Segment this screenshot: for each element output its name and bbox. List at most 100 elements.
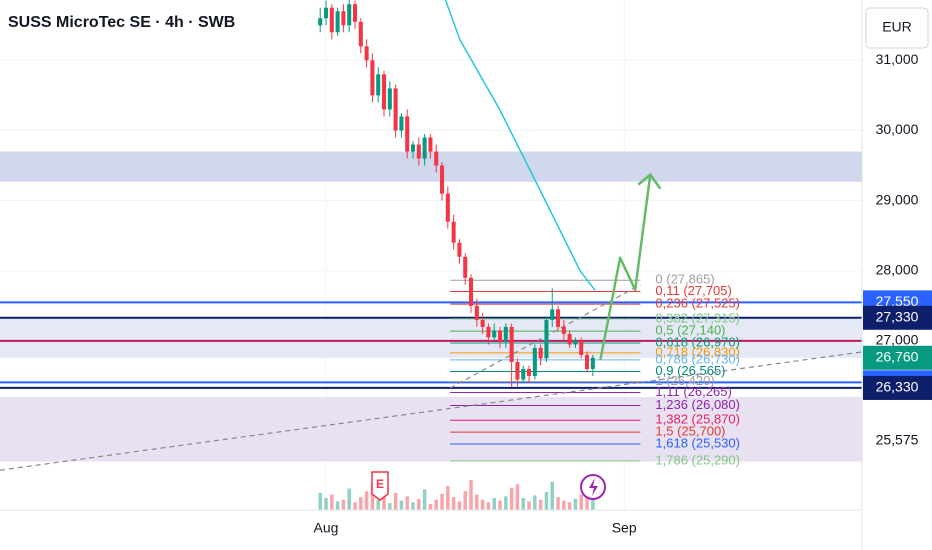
candle-body xyxy=(405,116,410,152)
fib-label: 1 (26,420) xyxy=(655,373,714,388)
event-marker[interactable] xyxy=(580,474,606,500)
y-tick-label: 28,000 xyxy=(876,261,919,277)
candle-body xyxy=(538,347,543,359)
volume-bar xyxy=(376,499,380,510)
price-tag xyxy=(863,305,932,330)
volume-bar xyxy=(544,492,549,510)
candle-body xyxy=(439,165,445,194)
candle-body xyxy=(567,333,572,345)
candle-body xyxy=(445,193,450,222)
candle-body xyxy=(358,21,363,47)
volume-bar xyxy=(422,489,427,510)
volume-bar xyxy=(405,496,409,510)
volume-bar xyxy=(591,498,595,510)
fib-label: 1,786 (25,290) xyxy=(655,452,740,467)
arrow-head xyxy=(637,173,662,190)
candle-body xyxy=(341,11,346,26)
candle-body xyxy=(329,7,334,33)
volume-bar xyxy=(451,497,456,510)
volume-bar xyxy=(388,503,392,510)
trendline xyxy=(0,351,863,471)
candle-body xyxy=(399,116,404,131)
fib-label: 1,382 (25,870) xyxy=(655,412,740,427)
candle-body xyxy=(573,340,578,345)
volume-bar xyxy=(480,499,485,510)
volume-bar xyxy=(567,502,572,510)
volume-bar xyxy=(335,501,340,510)
candle-body xyxy=(480,319,485,327)
candle-body xyxy=(376,74,381,96)
currency-box[interactable] xyxy=(865,7,929,49)
candle-body xyxy=(381,74,387,110)
candle-body xyxy=(556,309,561,327)
volume-bar xyxy=(457,501,462,510)
candle-body xyxy=(463,256,468,278)
volume-bar xyxy=(515,484,520,510)
price-tag-label: 27,330 xyxy=(876,308,919,324)
volume-bar xyxy=(573,498,578,510)
volume-bar xyxy=(579,494,583,510)
currency: EUR xyxy=(882,19,912,35)
candle-body xyxy=(544,319,549,359)
candle-body xyxy=(335,11,340,33)
candle-body xyxy=(515,361,520,380)
price-tag-label: 26,760 xyxy=(876,348,919,364)
candle-body xyxy=(532,347,537,377)
fib-label: 0,9 (26,565) xyxy=(655,363,725,378)
volume-bar xyxy=(382,494,386,510)
chart-title: SUSS MicroTec SE · 4h · SWB xyxy=(8,14,235,31)
earnings-marker[interactable]: E xyxy=(371,471,389,501)
volume-bar xyxy=(527,501,531,510)
moving-average xyxy=(444,0,596,291)
y-tick-label: 27,000 xyxy=(876,332,919,348)
plot-area: 0 (27,865)0,11 (27,705)0,236 (27,525)0,3… xyxy=(0,0,863,510)
candle-body xyxy=(527,368,532,377)
price-tag xyxy=(863,375,932,400)
y-tick-label: 29,000 xyxy=(876,191,919,207)
volume-bar xyxy=(492,498,496,510)
fib-label: 0 (27,865) xyxy=(655,272,714,287)
price-tag xyxy=(863,345,932,370)
fib-label: 0,236 (27,525) xyxy=(655,296,740,311)
volume-bar xyxy=(393,492,398,510)
fib-label: 0,11 (27,705) xyxy=(655,283,731,298)
volume-bar xyxy=(370,484,375,510)
candle-body xyxy=(387,88,392,110)
candle-body xyxy=(497,330,503,341)
earnings-icon xyxy=(371,471,389,501)
x-tick-label: Sep xyxy=(612,520,637,536)
candle-body xyxy=(457,242,462,257)
fib-label: 1,236 (26,080) xyxy=(655,397,740,412)
candle-body xyxy=(352,4,358,22)
candle-body xyxy=(474,305,479,320)
zone xyxy=(0,317,862,358)
candle-body xyxy=(451,221,456,243)
volume-bar xyxy=(347,488,351,510)
volume-bar xyxy=(562,500,566,510)
candle-body xyxy=(370,60,375,96)
fib-label: 0,618 (26,970) xyxy=(655,334,740,349)
fib-label: 1,5 (25,700) xyxy=(655,424,725,439)
volume-bar xyxy=(353,502,357,510)
candle-body xyxy=(492,330,497,338)
volume-bar xyxy=(498,500,502,510)
candle-body xyxy=(318,18,323,26)
volume-bar xyxy=(440,493,444,510)
fib-label: 1,618 (25,530) xyxy=(655,435,740,450)
candle-body xyxy=(590,357,595,369)
candle-body xyxy=(428,137,433,152)
candle-body xyxy=(503,326,508,341)
volume-bar xyxy=(318,492,322,510)
y-tick-label: 30,000 xyxy=(876,121,919,137)
volume-bar xyxy=(509,487,514,510)
volume-bar xyxy=(486,502,491,510)
x-tick-label: Aug xyxy=(314,520,339,536)
volume-bar xyxy=(556,497,560,510)
earnings-icon-glyph: E xyxy=(376,477,384,491)
volume-bar xyxy=(463,491,467,510)
candle-body xyxy=(468,277,474,306)
volume-bar xyxy=(364,491,369,510)
candle-body xyxy=(486,326,491,338)
volume-bar xyxy=(324,498,328,510)
